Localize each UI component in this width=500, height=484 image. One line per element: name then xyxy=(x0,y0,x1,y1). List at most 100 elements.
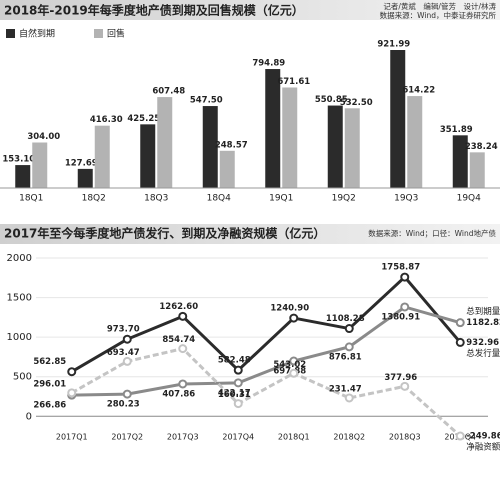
point xyxy=(344,342,354,352)
y-tick-label: 0 xyxy=(26,411,32,422)
bar xyxy=(282,87,298,188)
bar xyxy=(344,108,360,188)
point xyxy=(289,313,299,323)
point xyxy=(344,393,354,403)
value-label: 407.86 xyxy=(162,389,195,399)
series-name: 总到期量 xyxy=(466,306,500,317)
y-tick-label: 1000 xyxy=(7,332,32,343)
bar xyxy=(407,96,423,188)
value-label: 425.25 xyxy=(127,114,160,124)
legend-label: 回售 xyxy=(107,28,125,40)
x-tick-label: 19Q4 xyxy=(457,194,482,204)
point xyxy=(122,334,132,344)
bar xyxy=(77,168,93,188)
x-tick-label: 18Q1 xyxy=(19,194,43,204)
point xyxy=(289,368,299,378)
bar xyxy=(327,105,343,188)
x-tick-label: 2017Q1 xyxy=(56,433,88,442)
value-label: 1262.60 xyxy=(159,302,198,312)
bar xyxy=(452,135,468,188)
legend-swatch xyxy=(94,29,103,38)
value-label: 238.24 xyxy=(465,142,498,152)
header-band xyxy=(0,224,500,244)
value-label: 1240.90 xyxy=(270,304,309,314)
x-tick-label: 18Q4 xyxy=(207,194,232,204)
value-label: 876.81 xyxy=(329,352,362,362)
value-label: 160.31 xyxy=(218,390,251,400)
value-label: 1758.87 xyxy=(381,263,420,273)
point xyxy=(400,272,410,282)
value-label: 351.89 xyxy=(440,125,473,135)
point xyxy=(455,431,465,441)
x-tick-label: 2018Q2 xyxy=(333,433,365,442)
value-label: 693.47 xyxy=(107,348,140,358)
value-label: 377.96 xyxy=(384,373,417,383)
value-label: 921.99 xyxy=(377,40,410,50)
value-label: 794.89 xyxy=(252,59,285,69)
value-label: 1108.28 xyxy=(326,314,365,324)
point xyxy=(344,324,354,334)
bar xyxy=(390,50,406,188)
value-label: 614.22 xyxy=(402,86,435,96)
point xyxy=(67,367,77,377)
value-label: 562.85 xyxy=(33,357,66,367)
point xyxy=(122,389,132,399)
x-tick-label: 2017Q3 xyxy=(167,433,199,442)
value-label: 854.74 xyxy=(162,335,195,345)
bar xyxy=(265,69,281,188)
point xyxy=(233,399,243,409)
value-label: 304.00 xyxy=(27,132,60,142)
value-label: 231.47 xyxy=(329,384,362,394)
x-tick-label: 2017Q2 xyxy=(111,433,143,442)
value-label: 422.17 xyxy=(218,388,251,398)
value-label: 532.50 xyxy=(340,98,373,108)
series-line xyxy=(71,305,461,397)
legend-label: 自然到期 xyxy=(19,28,55,40)
value-label: 543.02 xyxy=(273,360,306,370)
point xyxy=(233,365,243,375)
value-label: 1182.82 xyxy=(466,318,500,328)
value-label: 550.85 xyxy=(315,95,348,105)
chart-title: 2017年至今每季度地产债发行、到期及净融资规模（亿元） xyxy=(4,226,325,241)
value-label: 973.70 xyxy=(107,325,140,335)
bar xyxy=(94,125,110,188)
x-tick-label: 2018Q3 xyxy=(389,433,421,442)
value-label: 1380.91 xyxy=(381,312,420,322)
point xyxy=(233,378,243,388)
series-name: 净融资额 xyxy=(466,442,500,453)
bar xyxy=(469,152,485,188)
x-tick-label: 18Q2 xyxy=(82,194,106,204)
value-label: 280.23 xyxy=(107,400,140,410)
point xyxy=(122,356,132,366)
y-tick-label: 2000 xyxy=(7,253,32,264)
value-label: 248.57 xyxy=(215,140,248,150)
value-label: 932.96 xyxy=(466,338,499,348)
value-label: 127.69 xyxy=(65,158,98,168)
point xyxy=(178,344,188,354)
bar xyxy=(32,142,48,188)
x-tick-label: 2018Q1 xyxy=(278,433,310,442)
bar xyxy=(15,165,31,188)
point xyxy=(289,356,299,366)
source: 数据来源：Wind，中泰证券研究所 xyxy=(380,10,497,20)
value-label: 296.01 xyxy=(33,379,66,389)
value-label: 671.61 xyxy=(277,77,310,87)
point xyxy=(400,381,410,391)
point xyxy=(400,302,410,312)
source: 数据来源：Wind；口径：Wind地产债 xyxy=(368,228,496,238)
series-name: 总发行量 xyxy=(466,348,500,359)
bar xyxy=(157,97,173,188)
point xyxy=(178,379,188,389)
value-label: 153.10 xyxy=(2,155,35,165)
legend-swatch xyxy=(6,29,15,38)
point xyxy=(455,337,465,347)
bar xyxy=(219,150,235,188)
value-label: 547.50 xyxy=(190,96,223,106)
y-tick-label: 1500 xyxy=(7,293,32,304)
x-tick-label: 2017Q4 xyxy=(222,433,254,442)
bar xyxy=(140,124,156,188)
value-label: -249.86 xyxy=(466,432,500,442)
point xyxy=(455,318,465,328)
bar xyxy=(202,106,218,188)
value-label: 607.48 xyxy=(152,87,185,97)
